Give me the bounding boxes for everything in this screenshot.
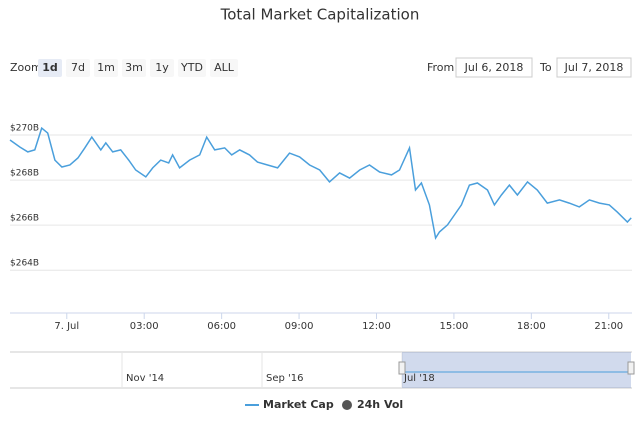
x-tick-label: 18:00	[517, 321, 546, 332]
range-button[interactable]	[122, 59, 146, 77]
range-button[interactable]	[210, 59, 238, 77]
x-tick-label: 21:00	[594, 321, 623, 332]
series-line	[9, 126, 632, 240]
navigator-handle[interactable]	[398, 361, 406, 375]
zoom-label: Zoom	[10, 61, 42, 74]
range-button-label[interactable]: 1m	[97, 61, 115, 74]
range-button-label[interactable]: 7d	[71, 61, 85, 74]
navigator-label: Nov '14	[126, 373, 164, 384]
y-tick-label: $268B	[10, 169, 39, 179]
range-button-label[interactable]: 1y	[155, 61, 169, 74]
range-button-label[interactable]: 3m	[125, 61, 143, 74]
range-button[interactable]	[94, 59, 118, 77]
to-label: To	[539, 61, 552, 74]
range-button[interactable]	[38, 59, 62, 77]
y-tick-label: $266B	[10, 214, 39, 224]
navigator-label: Sep '16	[266, 373, 304, 384]
navigator-handle[interactable]	[627, 361, 635, 375]
to-input[interactable]	[556, 57, 632, 78]
to-value[interactable]: Jul 7, 2018	[564, 61, 624, 74]
from-label: From	[427, 61, 454, 74]
legend-symbol[interactable]	[342, 400, 352, 410]
y-tick-label: $264B	[10, 259, 39, 269]
x-tick-label: 06:00	[207, 321, 236, 332]
chart-title: Total Market Capitalization	[220, 6, 420, 24]
range-button-label[interactable]: ALL	[214, 61, 235, 74]
range-button-label[interactable]: 1d	[42, 61, 58, 74]
range-button[interactable]	[150, 59, 174, 77]
range-button[interactable]	[178, 59, 206, 77]
from-input[interactable]	[455, 57, 533, 78]
x-tick-label: 09:00	[285, 321, 314, 332]
y-tick-label: $270B	[10, 124, 39, 134]
navigator-label: Jul '18	[403, 373, 435, 384]
x-tick-label: 12:00	[362, 321, 391, 332]
x-tick-label: 03:00	[130, 321, 159, 332]
range-button-label[interactable]: YTD	[180, 61, 203, 74]
legend-label[interactable]: 24h Vol	[357, 398, 403, 411]
legend-label[interactable]: Market Cap	[263, 398, 334, 411]
range-button[interactable]	[66, 59, 90, 77]
x-tick-label: 15:00	[440, 321, 469, 332]
navigator-mask[interactable]	[402, 352, 631, 388]
from-value[interactable]: Jul 6, 2018	[464, 61, 524, 74]
x-tick-label: 7. Jul	[54, 321, 79, 332]
